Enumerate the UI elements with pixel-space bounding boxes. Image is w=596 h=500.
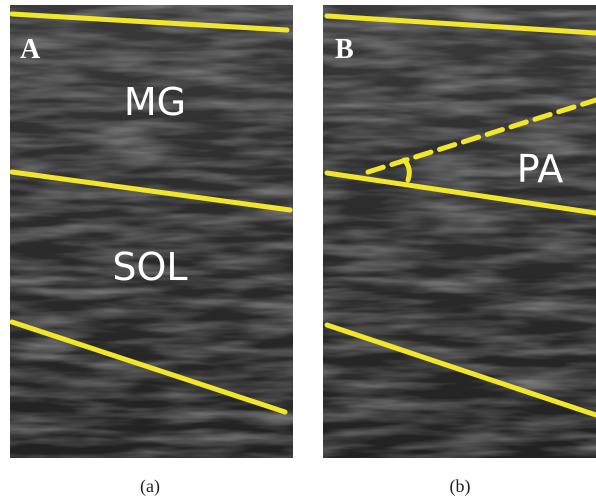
caption: (a)	[140, 476, 160, 497]
muscle-label: MG	[124, 80, 186, 124]
figure: A MG SOL B PA (a) (b)	[0, 0, 596, 500]
panel-letter: B	[335, 34, 354, 65]
panel-letter: A	[20, 34, 41, 65]
angle-label: PA	[517, 147, 563, 191]
texture	[10, 5, 293, 458]
panel-b: B PA	[323, 5, 596, 458]
panel-a: A MG SOL	[10, 5, 293, 458]
texture	[323, 5, 596, 458]
muscle-label: SOL	[112, 245, 187, 289]
caption: (b)	[450, 476, 471, 497]
